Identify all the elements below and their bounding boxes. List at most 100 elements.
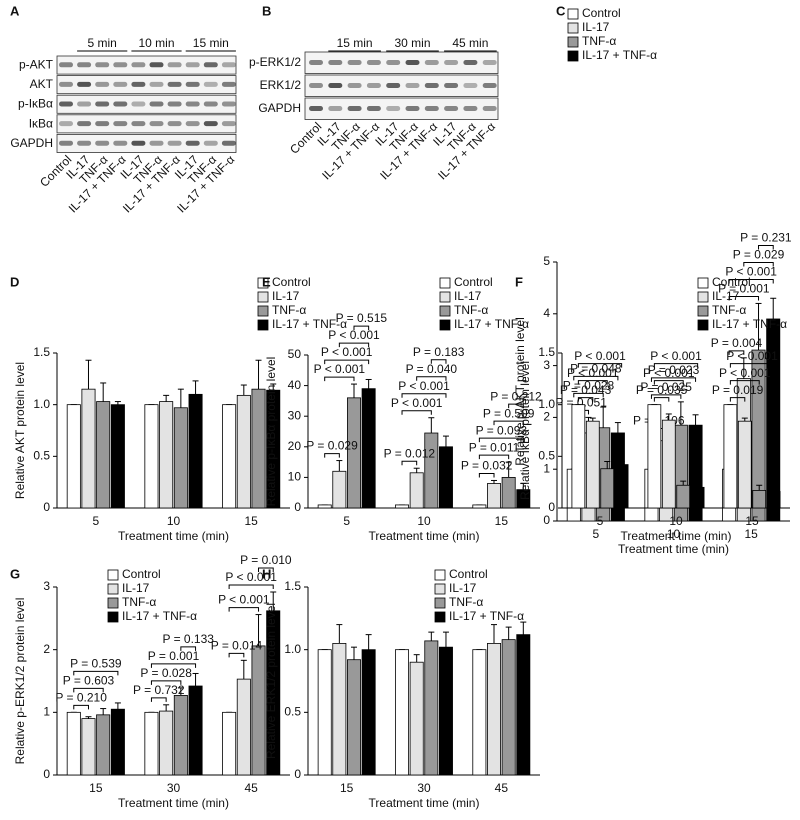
band (149, 140, 164, 146)
p-value: P < 0.001 (321, 345, 373, 359)
row-label: ERK1/2 (260, 78, 302, 92)
bar (236, 678, 251, 776)
band (328, 83, 343, 88)
legend-swatch (439, 319, 451, 331)
row-label: GAPDH (10, 136, 53, 150)
band (386, 106, 401, 111)
bracket (150, 663, 197, 668)
bracket (650, 377, 697, 382)
bar (110, 708, 125, 776)
legend-label: IL-17 (454, 289, 482, 303)
band (221, 81, 236, 87)
bar (571, 404, 586, 509)
band (185, 140, 200, 146)
blot-row (304, 51, 499, 74)
y-tick-label: 0 (43, 500, 50, 514)
bar (487, 483, 501, 509)
band (366, 60, 381, 65)
band (424, 83, 439, 88)
panel-letter: H (262, 566, 271, 581)
legend-label: IL-17 (712, 289, 740, 303)
bar (236, 394, 251, 509)
band (167, 101, 182, 107)
band (463, 106, 478, 111)
p-value: P < 0.001 (567, 366, 619, 380)
legend-swatch (434, 597, 446, 609)
bracket (353, 325, 370, 331)
band (59, 62, 73, 68)
p-value: P = 0.183 (413, 345, 465, 359)
p-value: P = 0.029 (733, 248, 785, 262)
bracket (728, 278, 774, 284)
bar (66, 404, 81, 509)
x-axis-label: Treatment time (min) (118, 529, 229, 543)
bracket (508, 403, 524, 409)
p-value: P = 0.019 (712, 383, 764, 397)
bar (251, 645, 266, 776)
y-tick-label: 1.0 (538, 397, 555, 411)
bar (766, 491, 781, 509)
x-tick-label: 15 (340, 781, 354, 795)
bar (690, 486, 705, 509)
legend-swatch (257, 291, 269, 303)
bracket (401, 410, 432, 415)
band (185, 81, 200, 87)
band (203, 101, 218, 107)
x-axis-label: Treatment time (min) (618, 542, 729, 556)
bracket (577, 397, 594, 402)
legend-label: Control (122, 567, 161, 581)
bracket (573, 375, 619, 381)
band (59, 121, 73, 127)
p-value: P = 0.029 (306, 439, 358, 453)
bar (159, 710, 174, 776)
bar (66, 711, 81, 776)
bracket (728, 350, 745, 355)
bar (600, 468, 615, 509)
legend-swatch (567, 8, 579, 20)
bracket (401, 460, 418, 466)
band (482, 106, 497, 111)
bar (159, 401, 174, 509)
p-value: P < 0.001 (643, 366, 695, 380)
y-axis-label: Relative p-ERK1/2 protein level (13, 598, 27, 765)
legend-swatch (567, 36, 579, 48)
band (221, 101, 236, 107)
band (59, 140, 73, 146)
bracket (743, 261, 774, 267)
band (95, 121, 110, 127)
band (463, 60, 478, 65)
p-value: P = 0.539 (70, 657, 122, 671)
band (444, 83, 459, 88)
band (77, 81, 92, 87)
y-axis-label: Relative ERK1/2 protein level (264, 603, 278, 759)
band (149, 81, 164, 87)
band (309, 106, 323, 111)
y-tick-label: 1.5 (538, 345, 555, 359)
bar (395, 649, 410, 776)
legend-swatch (434, 611, 446, 623)
x-tick-label: 15 (744, 527, 758, 541)
p-value: P = 0.004 (711, 336, 763, 350)
y-tick-label: 0.5 (284, 705, 301, 719)
bar (614, 464, 629, 509)
legend-swatch (257, 277, 269, 289)
p-value: P = 0.051 (555, 396, 607, 410)
legend-label: Control (582, 6, 621, 20)
bracket (228, 607, 260, 612)
bracket (338, 342, 370, 348)
y-axis-label: Relative p-AKT protein level (513, 317, 527, 466)
x-tick-label: 10 (667, 527, 681, 541)
y-tick-label: 1.0 (284, 642, 301, 656)
band (77, 101, 92, 107)
band (149, 121, 164, 127)
bracket (324, 376, 355, 382)
legend-label: IL-17 + TNF-α (122, 609, 197, 623)
bracket (73, 687, 104, 693)
x-tick-label: 15 (244, 514, 258, 528)
y-axis-label: Relative p-IκBα protein level (264, 357, 278, 507)
band (386, 83, 401, 88)
band (113, 121, 128, 127)
bracket (150, 680, 182, 685)
time-label: 10 min (138, 36, 174, 50)
